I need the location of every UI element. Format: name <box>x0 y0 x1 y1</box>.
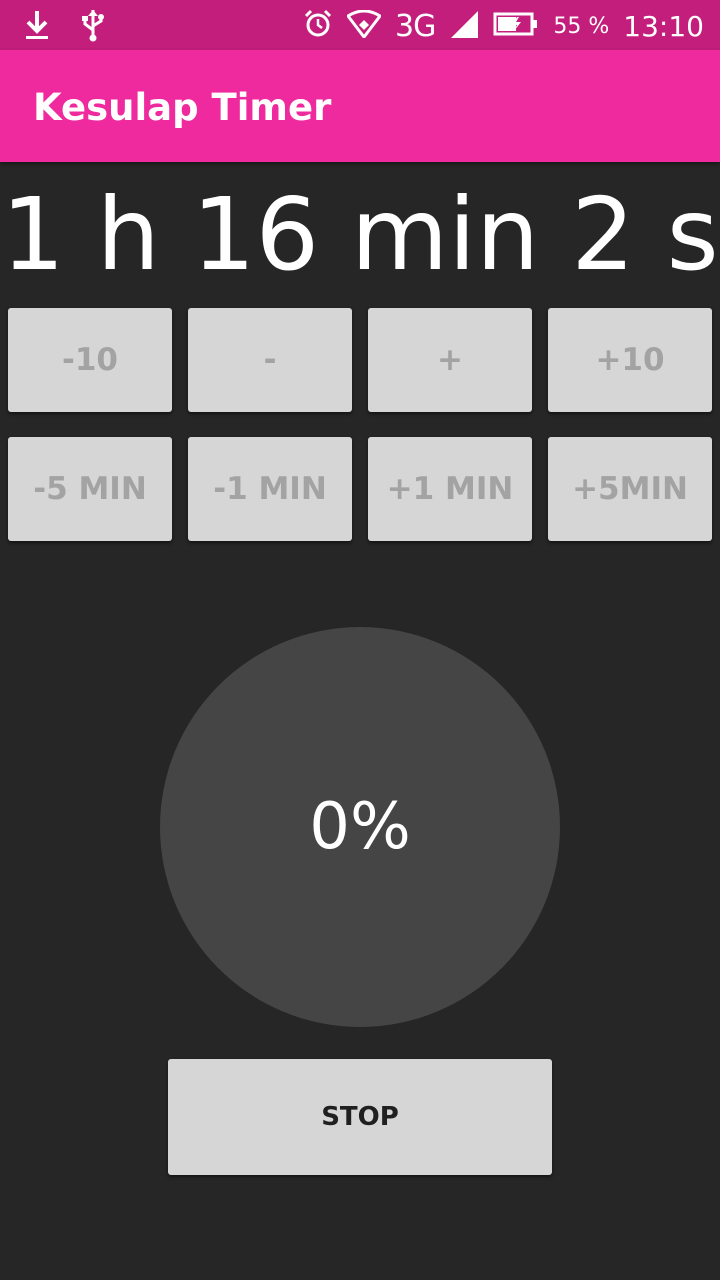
minus-button[interactable]: - <box>188 308 352 412</box>
app-bar: Kesulap Timer <box>0 50 720 162</box>
network-type-label: 3G <box>395 8 436 44</box>
minus-10-button[interactable]: -10 <box>8 308 172 412</box>
notification-icons <box>22 8 106 47</box>
battery-percent: 55 % <box>553 13 610 39</box>
seconds-adjust-row: -10 - + +10 <box>8 308 712 412</box>
minutes-adjust-row: -5 MIN -1 MIN +1 MIN +5MIN <box>8 437 712 541</box>
download-icon <box>22 9 52 46</box>
plus-10-button[interactable]: +10 <box>548 308 712 412</box>
usb-icon <box>80 8 106 47</box>
wifi-icon <box>345 9 383 43</box>
plus-button[interactable]: + <box>368 308 532 412</box>
signal-icon <box>449 9 479 44</box>
clock: 13:10 <box>623 9 704 43</box>
alarm-icon <box>303 9 333 44</box>
plus-1-min-button[interactable]: +1 MIN <box>368 437 532 541</box>
plus-5-min-button[interactable]: +5MIN <box>548 437 712 541</box>
progress-percent: 0% <box>309 790 411 864</box>
minus-5-min-button[interactable]: -5 MIN <box>8 437 172 541</box>
system-indicators: 3G 55 % 13:10 <box>303 6 704 46</box>
stop-button[interactable]: STOP <box>168 1059 552 1175</box>
app-title: Kesulap Timer <box>33 86 332 129</box>
timer-display: 1 h 16 min 2 s <box>1 176 719 293</box>
status-bar: 3G 55 % 13:10 <box>0 0 720 50</box>
battery-icon <box>493 11 539 42</box>
progress-circle: 0% <box>160 627 560 1027</box>
minus-1-min-button[interactable]: -1 MIN <box>188 437 352 541</box>
